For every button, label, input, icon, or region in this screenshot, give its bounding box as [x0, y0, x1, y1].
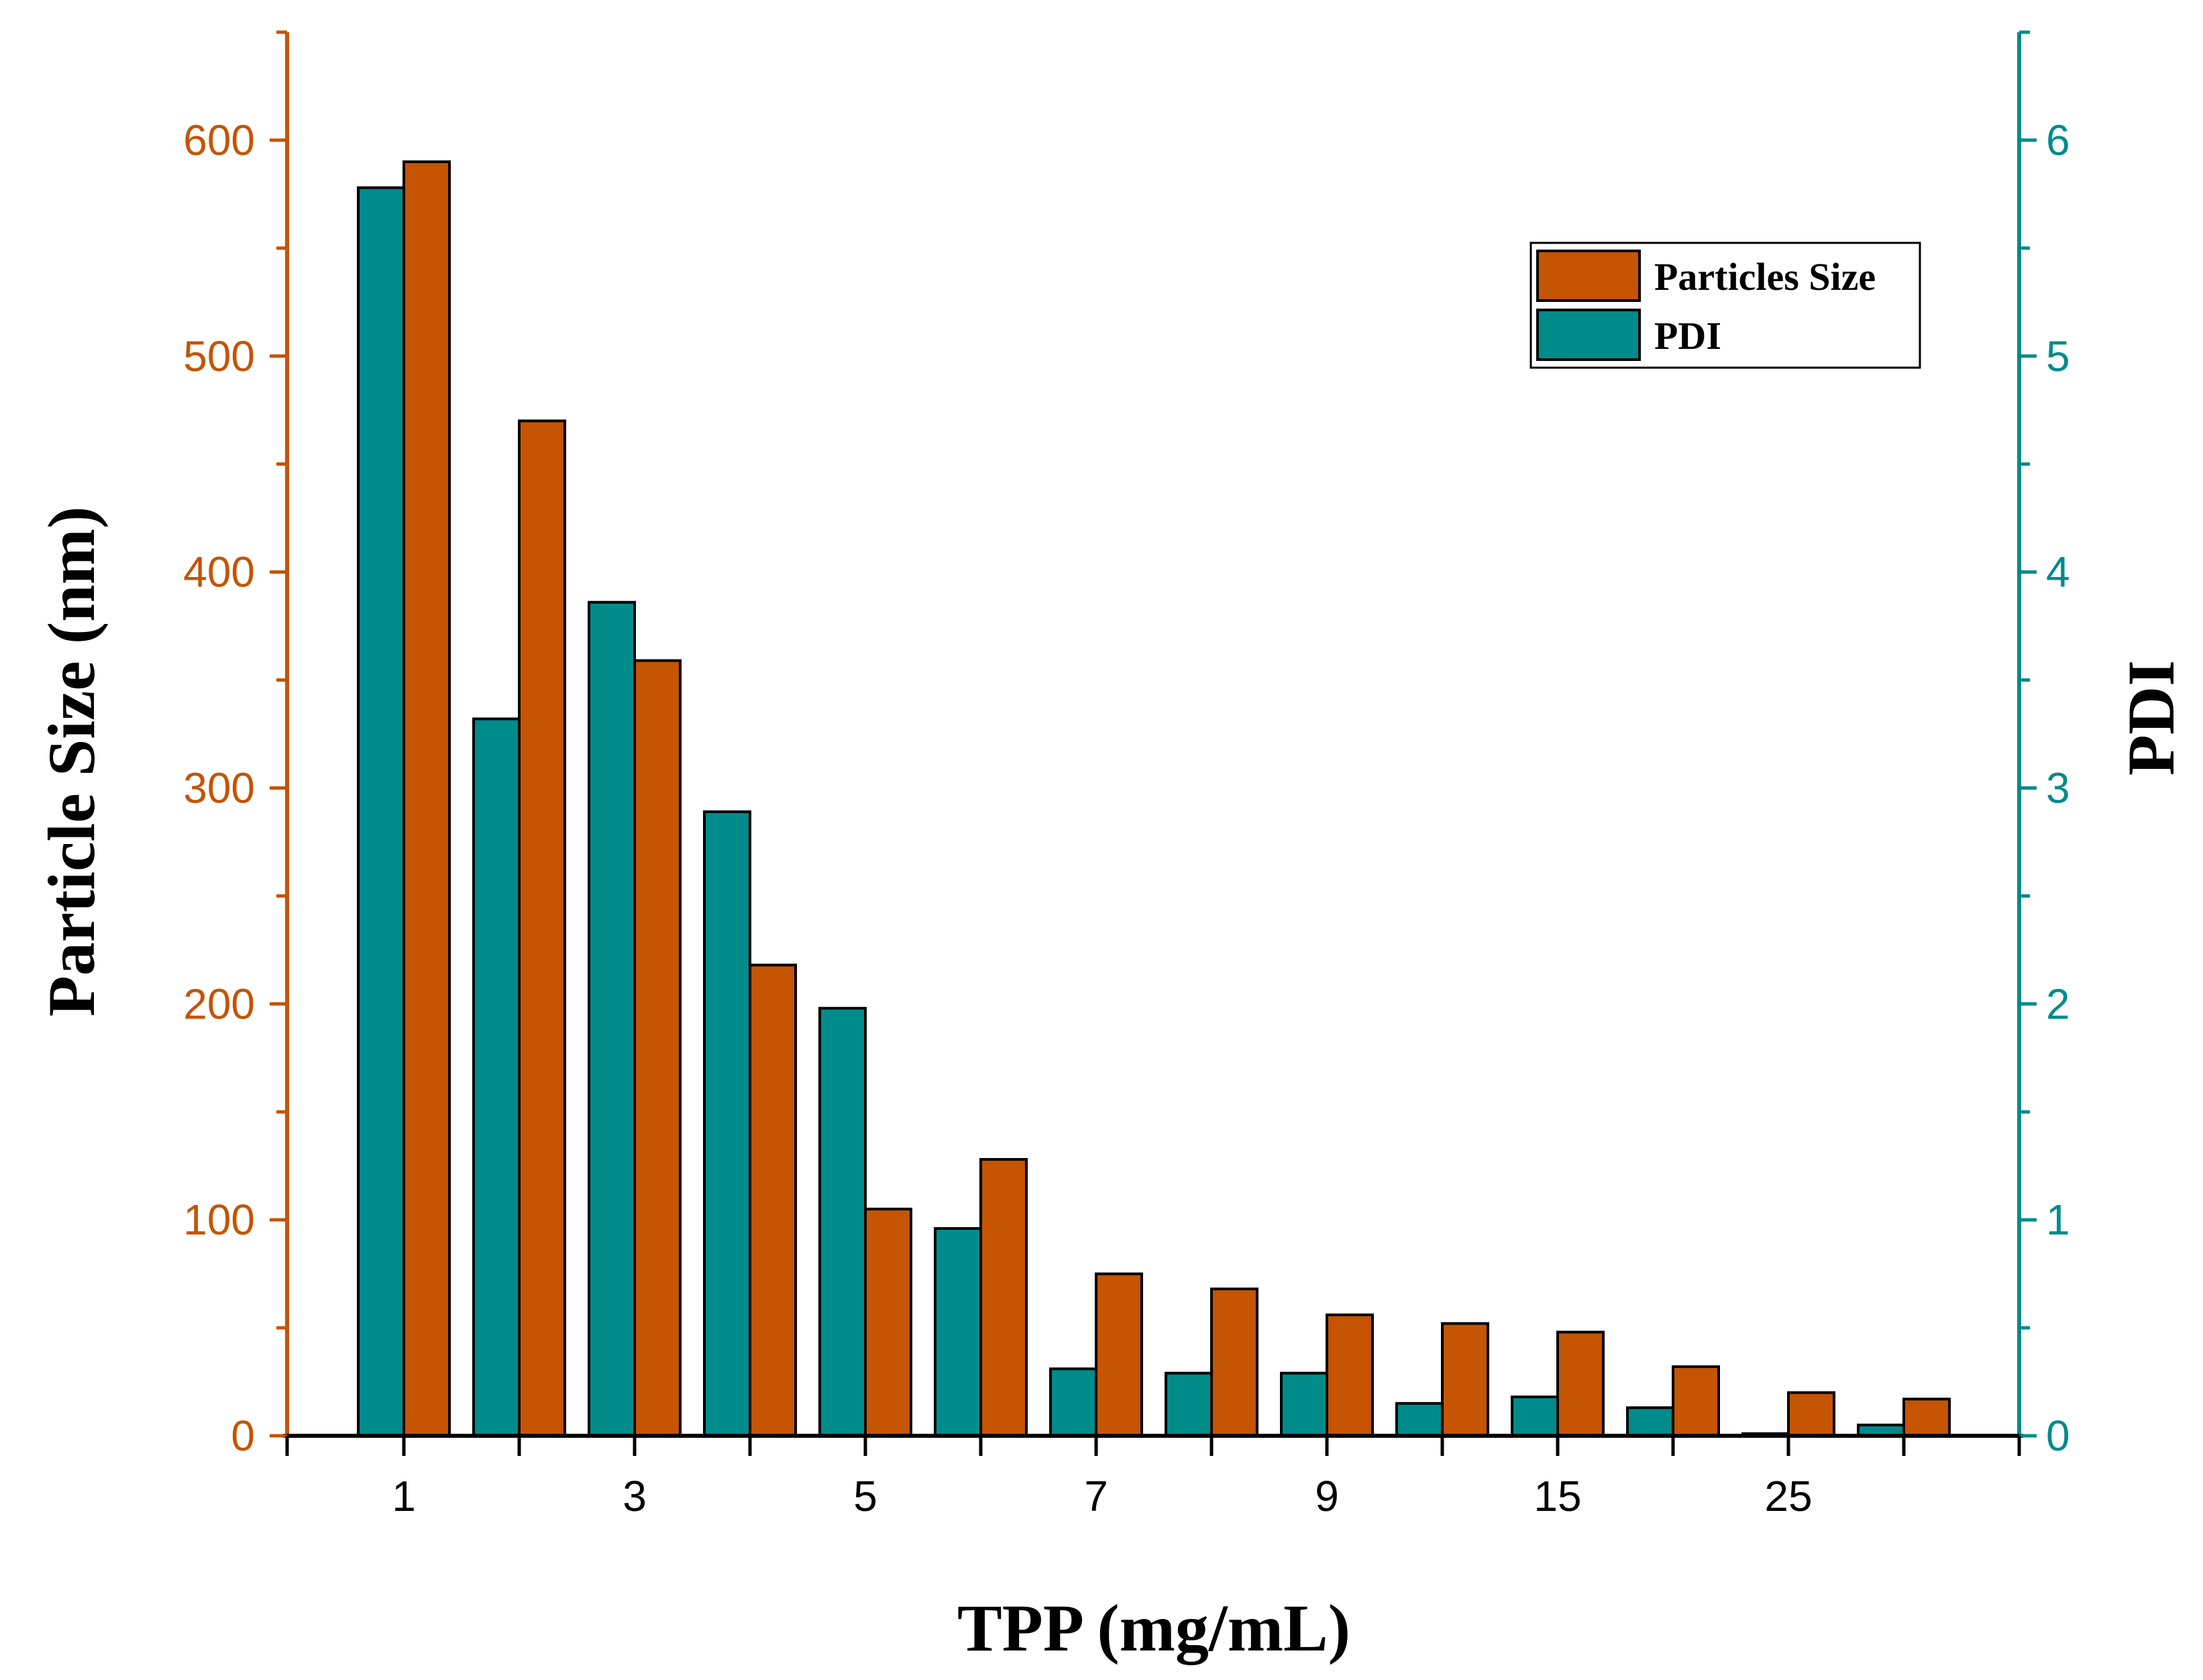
size-bar — [633, 659, 682, 1438]
pdi-bar — [1511, 1396, 1559, 1437]
x-axis-title: TPP (mg/mL) — [957, 1591, 1350, 1665]
size-bar — [1902, 1398, 1951, 1437]
legend-swatch-pdi — [1536, 309, 1641, 361]
y-tick-label-right: 1 — [2046, 1196, 2070, 1244]
y-tick-label-left: 600 — [183, 116, 255, 164]
legend-swatch-size — [1536, 250, 1641, 302]
legend: Particles Size PDI — [1529, 242, 1921, 369]
pdi-bar — [1049, 1367, 1097, 1437]
y-tick-label-right: 5 — [2046, 332, 2070, 380]
y-tick-label-right: 6 — [2046, 116, 2070, 164]
pdi-bar — [934, 1227, 982, 1438]
y-tick-label-left: 300 — [183, 764, 255, 812]
x-tick-label: 25 — [1764, 1472, 1812, 1520]
x-tick-label: 15 — [1534, 1472, 1581, 1520]
y-tick-label-right: 4 — [2046, 548, 2070, 596]
size-bar — [1326, 1313, 1374, 1437]
y-tick-label-left: 0 — [231, 1412, 255, 1460]
y-axis-title-left: Particle Size (nm) — [34, 507, 109, 1017]
y-tick-label-right: 2 — [2046, 980, 2070, 1028]
x-tick-label: 7 — [1084, 1472, 1108, 1520]
x-tick-label: 5 — [853, 1472, 877, 1520]
pdi-bar — [818, 1006, 867, 1437]
pdi-bar — [1165, 1371, 1213, 1438]
y-tick-label-right: 0 — [2046, 1412, 2070, 1460]
y-tick-label-right: 3 — [2046, 764, 2070, 812]
pdi-bar — [1280, 1371, 1328, 1438]
pdi-bar — [588, 600, 636, 1437]
size-bar — [979, 1158, 1028, 1437]
size-bar — [1787, 1391, 1835, 1438]
x-tick-label: 9 — [1315, 1472, 1339, 1520]
pdi-bar — [357, 186, 405, 1437]
size-bar — [1210, 1288, 1258, 1438]
size-bar — [1556, 1330, 1605, 1437]
x-tick-label: 1 — [392, 1472, 416, 1520]
size-bar — [1095, 1272, 1143, 1437]
pdi-bar — [703, 810, 751, 1437]
y-tick-label-left: 400 — [183, 548, 255, 596]
pdi-bar — [472, 717, 521, 1437]
size-bar — [1672, 1365, 1720, 1438]
pdi-bar — [1626, 1406, 1674, 1437]
size-bar — [402, 160, 451, 1438]
y-tick-label-left: 200 — [183, 980, 255, 1028]
legend-label-size: Particles Size — [1654, 255, 1876, 299]
size-bar — [1441, 1322, 1489, 1438]
bars-layer — [357, 160, 1951, 1438]
size-bar — [518, 419, 566, 1437]
size-bar — [749, 963, 797, 1437]
axes-layer: 0 100 200 300 400 500 600 0 1 2 3 4 5 6 1 3 5 7 9 15 25 — [183, 30, 2070, 1520]
y-tick-label-left: 500 — [183, 332, 255, 380]
x-tick-label: 3 — [623, 1472, 647, 1520]
y-axis-title-right: PDI — [2114, 660, 2188, 776]
y-tick-label-left: 100 — [183, 1196, 255, 1244]
legend-label-pdi: PDI — [1654, 314, 1721, 358]
pdi-bar — [1395, 1402, 1444, 1438]
size-bar — [864, 1208, 912, 1437]
